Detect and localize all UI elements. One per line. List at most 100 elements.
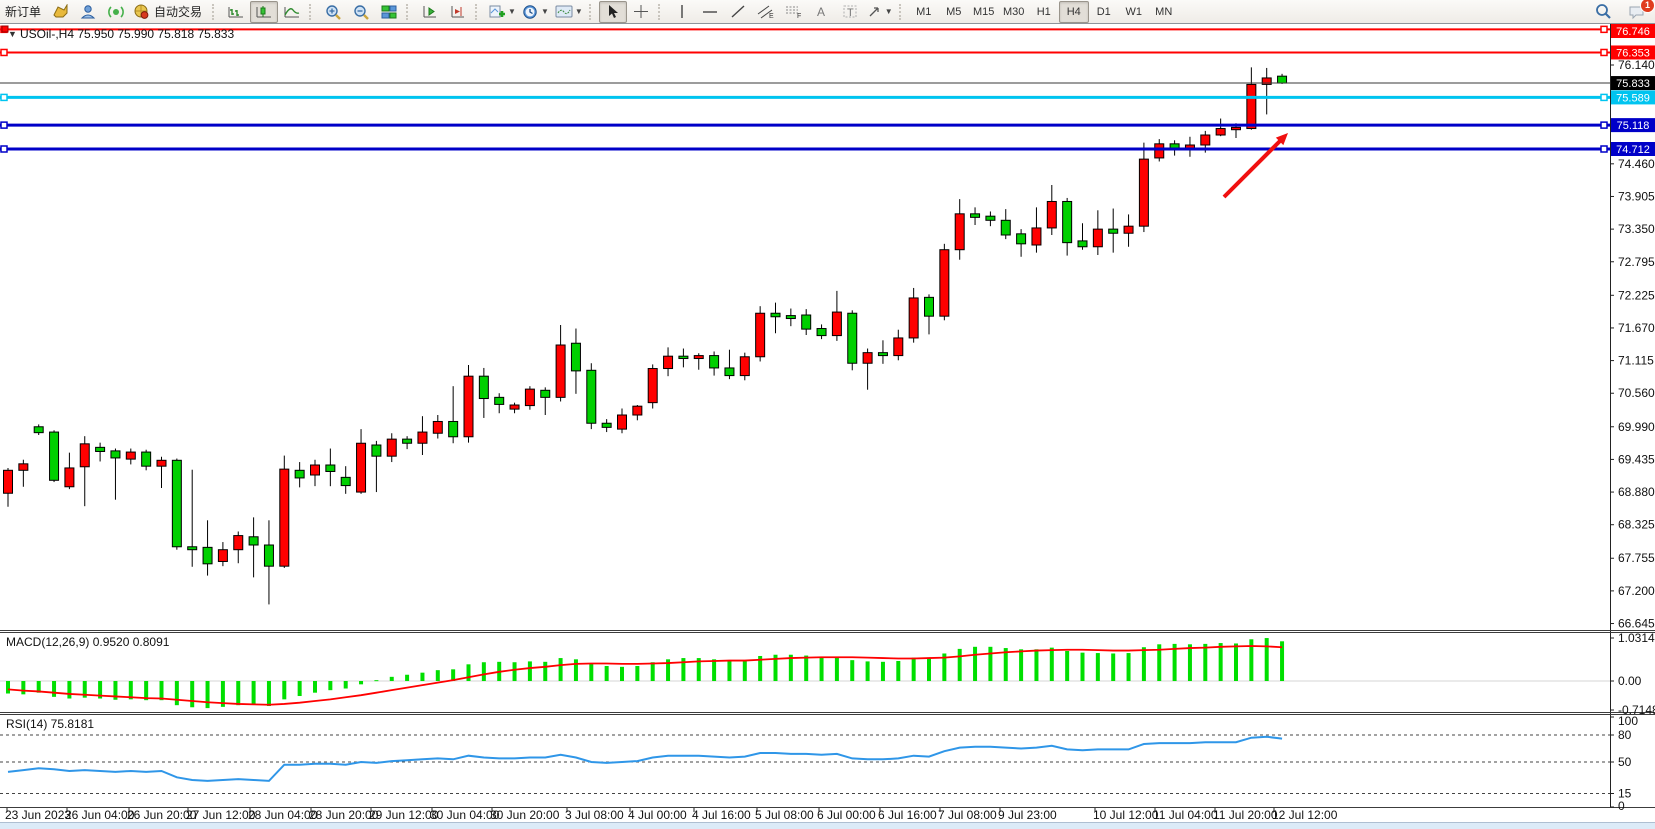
line-handle[interactable] bbox=[1600, 93, 1608, 102]
line-handle-left[interactable] bbox=[1, 25, 9, 33]
line-chart-button[interactable] bbox=[278, 1, 306, 23]
macd-histogram-bar bbox=[727, 660, 732, 681]
rsi-label: RSI(14) 75.8181 bbox=[6, 717, 94, 731]
timeframe-button-M15[interactable]: M15 bbox=[973, 5, 995, 18]
vertical-line-button[interactable] bbox=[668, 1, 696, 23]
candle-body bbox=[294, 469, 305, 479]
macd-histogram-bar bbox=[758, 655, 763, 681]
chart-shift-icon bbox=[451, 5, 465, 17]
cursor-button[interactable] bbox=[598, 0, 627, 23]
candle-body bbox=[601, 422, 612, 428]
price-tick-label: 69.990 bbox=[1618, 420, 1655, 434]
chart-shift-button[interactable] bbox=[444, 1, 472, 23]
trendline-icon bbox=[731, 5, 745, 18]
timeframe-button-MN[interactable]: MN bbox=[1155, 5, 1173, 18]
chart-open-button[interactable] bbox=[46, 1, 74, 23]
macd-histogram-bar bbox=[1126, 653, 1131, 681]
macd-histogram-bar bbox=[313, 681, 317, 693]
macd-histogram-bar bbox=[113, 681, 118, 700]
candle-body bbox=[1077, 240, 1088, 248]
macd-histogram-bar bbox=[635, 665, 640, 681]
candle-body bbox=[432, 420, 443, 434]
timeframe-button-H4[interactable]: H4 bbox=[1058, 0, 1089, 23]
horizontal-line-button[interactable] bbox=[696, 1, 724, 23]
timeframe-button-H1[interactable]: H1 bbox=[1036, 5, 1051, 18]
templates-button[interactable]: ▼ bbox=[552, 1, 586, 23]
search-button[interactable] bbox=[1589, 1, 1617, 23]
new-order-button[interactable]: 新订单 bbox=[5, 5, 42, 19]
macd-label: MACD(12,26,9) 0.9520 0.8091 bbox=[6, 635, 170, 649]
macd-histogram-bar bbox=[957, 648, 962, 681]
tile-windows-button[interactable] bbox=[375, 1, 403, 23]
macd-histogram-bar bbox=[190, 681, 195, 708]
toolbar-grip bbox=[309, 3, 316, 20]
notifications-button[interactable]: 1 bbox=[1623, 0, 1655, 23]
macd-histogram-bar bbox=[573, 659, 578, 681]
zoom-out-button[interactable] bbox=[347, 1, 375, 23]
line-handle[interactable] bbox=[0, 121, 8, 129]
text-button[interactable]: A bbox=[808, 1, 836, 23]
candle-body bbox=[1154, 143, 1165, 159]
candle-body bbox=[1046, 200, 1057, 229]
profile-button[interactable] bbox=[74, 1, 102, 23]
line-handle[interactable] bbox=[1600, 121, 1608, 129]
macd-histogram-bar bbox=[251, 681, 256, 705]
price-axis[interactable]: 76.746 76.353 75.833 75.589 75.118 74.712 76.1… bbox=[1610, 24, 1655, 813]
market-watch-button[interactable] bbox=[102, 1, 130, 23]
fibonacci-button[interactable]: F bbox=[780, 1, 808, 23]
candle-body bbox=[509, 404, 520, 410]
crosshair-icon bbox=[633, 5, 648, 18]
price-tick-label: 67.200 bbox=[1618, 584, 1655, 598]
candle-body bbox=[847, 312, 858, 364]
candlestick-chart-button[interactable] bbox=[250, 0, 279, 23]
crosshair-button[interactable] bbox=[627, 1, 655, 23]
line-handle[interactable] bbox=[1600, 48, 1608, 57]
line-handle[interactable] bbox=[0, 145, 8, 153]
trendline-button[interactable] bbox=[724, 1, 752, 23]
arrows-button[interactable]: ▼ bbox=[864, 1, 896, 23]
auto-trading-button[interactable]: 自动交易 bbox=[130, 1, 209, 23]
macd-histogram-bar bbox=[512, 662, 517, 681]
arrow-shaft[interactable] bbox=[1222, 137, 1284, 199]
tile-windows-icon bbox=[381, 5, 397, 18]
periods-button[interactable]: ▼ bbox=[519, 1, 552, 23]
macd-histogram-bar bbox=[466, 664, 471, 681]
line-handle[interactable] bbox=[1600, 25, 1608, 34]
timeframe-button-M5[interactable]: M5 bbox=[946, 5, 962, 18]
timeframe-button-M1[interactable]: M1 bbox=[916, 5, 932, 18]
chart-menu-icon[interactable]: ▼ bbox=[8, 29, 17, 39]
candle-body bbox=[1000, 219, 1011, 236]
macd-histogram-bar bbox=[481, 662, 486, 681]
line-handle[interactable] bbox=[0, 93, 8, 102]
line-handle[interactable] bbox=[1600, 145, 1608, 153]
macd-histogram-bar bbox=[98, 681, 103, 699]
timeframe-button-W1[interactable]: W1 bbox=[1125, 5, 1142, 18]
macd-signal-line bbox=[7, 645, 1283, 706]
candlestick-icon bbox=[256, 5, 272, 17]
toolbar-grip bbox=[406, 3, 413, 20]
candle-body bbox=[279, 468, 290, 567]
arrow-head[interactable] bbox=[1275, 133, 1288, 146]
search-icon bbox=[1596, 4, 1611, 19]
time-label: 26 Jun 04:00 bbox=[65, 808, 135, 822]
text-label-button[interactable]: T bbox=[836, 1, 864, 23]
toolbar-grip bbox=[657, 3, 665, 20]
vertical-line-icon bbox=[681, 5, 683, 18]
equidistant-channel-button[interactable]: E bbox=[752, 1, 780, 23]
candle-body bbox=[417, 431, 428, 444]
horizontal-line-icon bbox=[702, 11, 717, 13]
time-label: 29 Jun 12:00 bbox=[369, 808, 439, 822]
auto-scroll-button[interactable] bbox=[416, 1, 444, 23]
bar-chart-button[interactable] bbox=[222, 1, 250, 23]
indicators-button[interactable]: ▼ bbox=[485, 1, 519, 23]
timeframe-button-D1[interactable]: D1 bbox=[1096, 5, 1111, 18]
zoom-in-button[interactable] bbox=[319, 1, 347, 23]
line-handle[interactable] bbox=[0, 48, 8, 57]
candle-body bbox=[739, 356, 750, 377]
macd-histogram-bar bbox=[973, 646, 978, 681]
timeframe-button-M30[interactable]: M30 bbox=[1003, 5, 1025, 18]
macd-tick-label: 0.00 bbox=[1618, 674, 1642, 688]
